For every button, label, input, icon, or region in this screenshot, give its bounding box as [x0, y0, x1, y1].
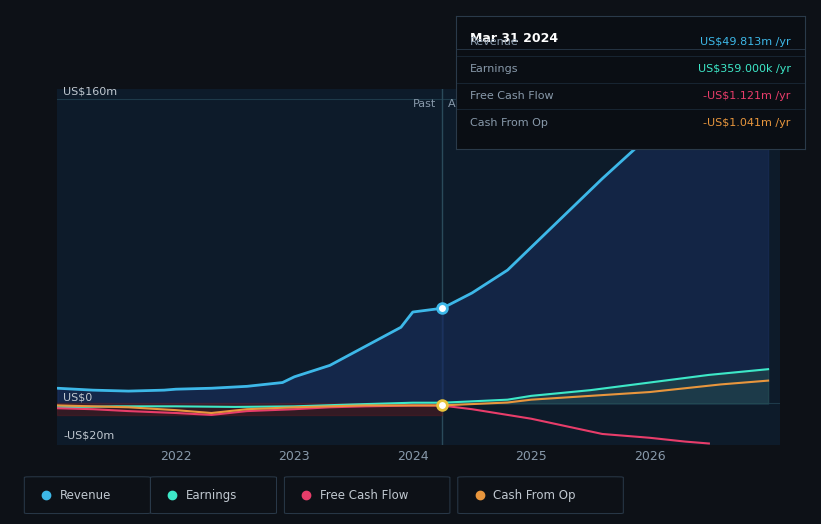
Text: Earnings: Earnings: [186, 489, 237, 501]
Text: US$359.000k /yr: US$359.000k /yr: [698, 64, 791, 74]
Text: Revenue: Revenue: [60, 489, 111, 501]
Text: Past: Past: [413, 99, 437, 108]
Text: Earnings: Earnings: [470, 64, 518, 74]
Text: US$0: US$0: [63, 392, 93, 402]
Text: -US$1.041m /yr: -US$1.041m /yr: [704, 117, 791, 128]
Text: Mar 31 2024: Mar 31 2024: [470, 32, 557, 45]
Text: US$160m: US$160m: [63, 86, 117, 97]
Text: -US$1.121m /yr: -US$1.121m /yr: [704, 91, 791, 101]
Text: Cash From Op: Cash From Op: [493, 489, 576, 501]
Text: US$49.813m /yr: US$49.813m /yr: [700, 37, 791, 48]
Text: Free Cash Flow: Free Cash Flow: [320, 489, 408, 501]
Text: Free Cash Flow: Free Cash Flow: [470, 91, 553, 101]
Text: Cash From Op: Cash From Op: [470, 117, 548, 128]
Text: Revenue: Revenue: [470, 37, 518, 48]
Text: -US$20m: -US$20m: [63, 431, 115, 441]
Text: Analysts Forecasts: Analysts Forecasts: [448, 99, 552, 108]
